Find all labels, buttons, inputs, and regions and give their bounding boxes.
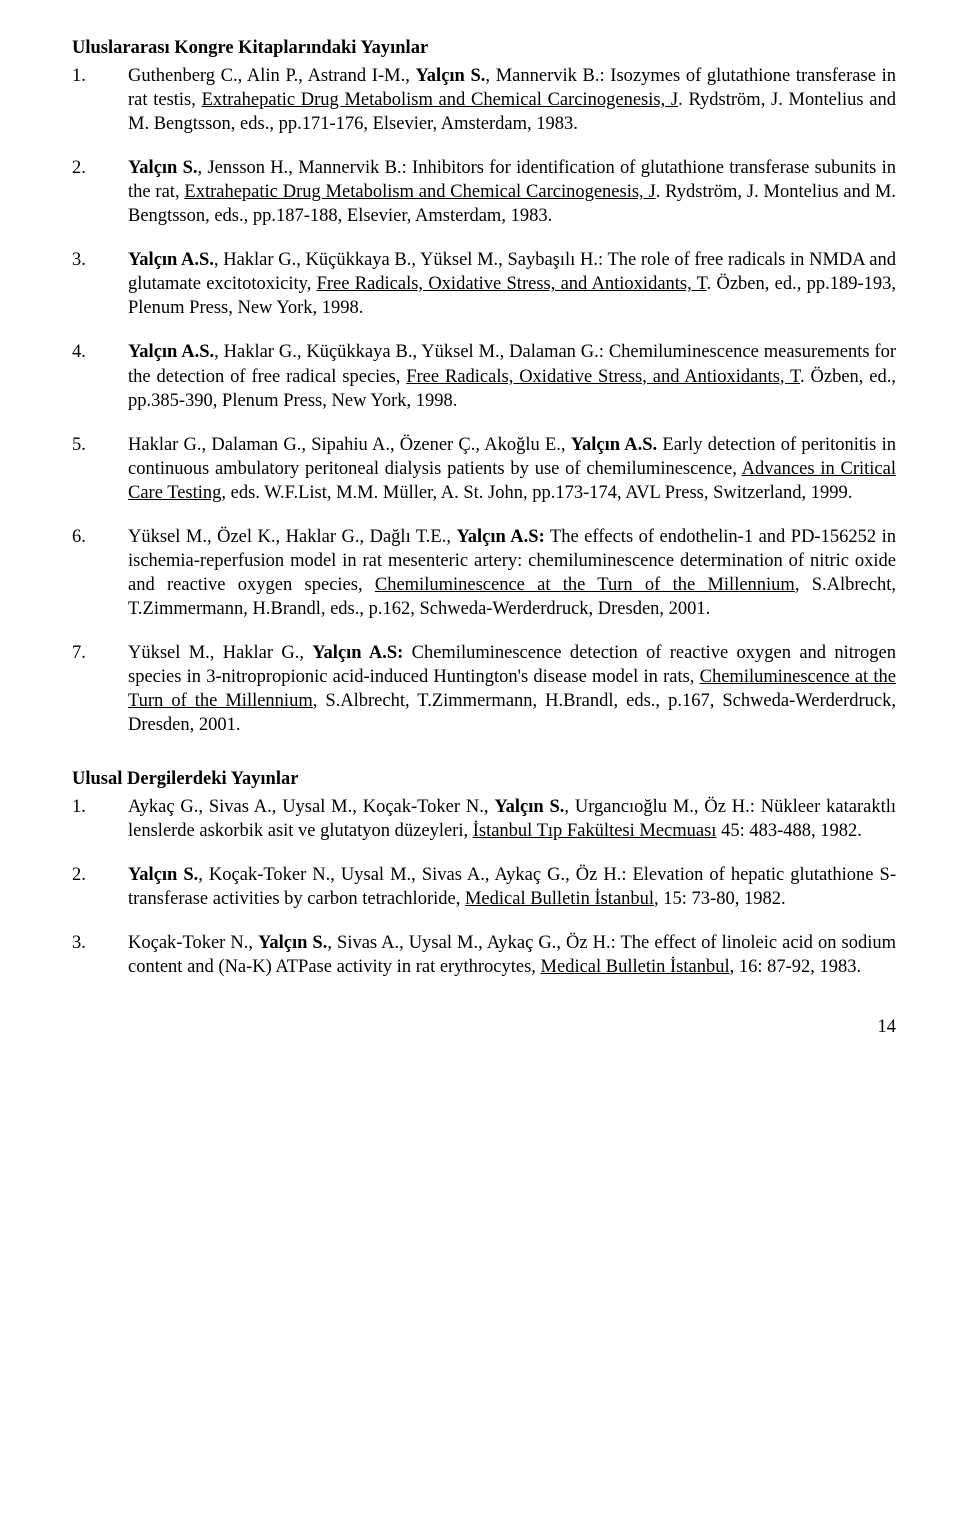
entry-body: Haklar G., Dalaman G., Sipahiu A., Özene…: [128, 433, 896, 505]
entry-body: Yüksel M., Haklar G., Yalçın A.S: Chemil…: [128, 641, 896, 737]
entry-body: Yalçın A.S., Haklar G., Küçükkaya B., Yü…: [128, 248, 896, 320]
entry-text: , eds. W.F.List, M.M. Müller, A. St. Joh…: [221, 483, 852, 503]
source-underline: Extrahepatic Drug Metabolism and Chemica…: [202, 90, 679, 110]
publication-entry: 1. Aykaç G., Sivas A., Uysal M., Koçak-T…: [72, 795, 896, 843]
author-bold: Yalçın S.: [128, 158, 198, 178]
entry-number: 6.: [72, 525, 128, 621]
entry-text: Yüksel M., Özel K., Haklar G., Dağlı T.E…: [128, 527, 456, 547]
source-underline: Free Radicals, Oxidative Stress, and Ant…: [317, 274, 707, 294]
entry-text: Yüksel M., Haklar G.,: [128, 643, 312, 663]
publication-entry: 2. Yalçın S., Jensson H., Mannervik B.: …: [72, 156, 896, 228]
publication-entry: 1. Guthenberg C., Alin P., Astrand I-M.,…: [72, 64, 896, 136]
entry-text: 45: 483-488, 1982.: [716, 821, 861, 841]
entry-text: Koçak-Toker N.,: [128, 933, 258, 953]
entry-body: Koçak-Toker N., Yalçın S., Sivas A., Uys…: [128, 931, 896, 979]
entry-number: 2.: [72, 863, 128, 911]
entry-number: 3.: [72, 931, 128, 979]
entry-text: Haklar G., Dalaman G., Sipahiu A., Özene…: [128, 435, 571, 455]
entry-text: , 16: 87-92, 1983.: [730, 957, 862, 977]
publication-entry: 3. Koçak-Toker N., Yalçın S., Sivas A., …: [72, 931, 896, 979]
author-bold: Yalçın A.S.: [571, 435, 657, 455]
section-heading-intl: Uluslararası Kongre Kitaplarındaki Yayın…: [72, 36, 896, 60]
source-underline: Extrahepatic Drug Metabolism and Chemica…: [184, 182, 655, 202]
entry-number: 1.: [72, 795, 128, 843]
author-bold: Yalçın A.S:: [456, 527, 544, 547]
entry-body: Guthenberg C., Alin P., Astrand I-M., Ya…: [128, 64, 896, 136]
entry-text: Guthenberg C., Alin P., Astrand I-M.,: [128, 66, 416, 86]
entry-number: 5.: [72, 433, 128, 505]
entry-number: 3.: [72, 248, 128, 320]
publication-entry: 7. Yüksel M., Haklar G., Yalçın A.S: Che…: [72, 641, 896, 737]
publication-entry: 4. Yalçın A.S., Haklar G., Küçükkaya B.,…: [72, 340, 896, 412]
source-underline: İstanbul Tıp Fakültesi Mecmuası: [473, 821, 717, 841]
entry-number: 2.: [72, 156, 128, 228]
author-bold: Yalçın A.S.: [128, 342, 214, 362]
source-underline: Free Radicals, Oxidative Stress, and Ant…: [406, 367, 800, 387]
source-underline: Medical Bulletin İstanbul: [541, 957, 730, 977]
entry-body: Aykaç G., Sivas A., Uysal M., Koçak-Toke…: [128, 795, 896, 843]
publication-entry: 3. Yalçın A.S., Haklar G., Küçükkaya B.,…: [72, 248, 896, 320]
author-bold: Yalçın S.: [416, 66, 486, 86]
author-bold: Yalçın A.S.: [128, 250, 214, 270]
entry-body: Yalçın A.S., Haklar G., Küçükkaya B., Yü…: [128, 340, 896, 412]
author-bold: Yalçın S.: [128, 865, 198, 885]
source-underline: Chemiluminescence at the Turn of the Mil…: [375, 575, 795, 595]
section-heading-national: Ulusal Dergilerdeki Yayınlar: [72, 767, 896, 791]
author-bold: Yalçın S.: [494, 797, 564, 817]
entry-body: Yalçın S., Jensson H., Mannervik B.: Inh…: [128, 156, 896, 228]
source-underline: Medical Bulletin İstanbul: [465, 889, 654, 909]
author-bold: Yalçın A.S:: [312, 643, 403, 663]
entry-number: 4.: [72, 340, 128, 412]
page-number: 14: [72, 1015, 896, 1039]
entry-text: Aykaç G., Sivas A., Uysal M., Koçak-Toke…: [128, 797, 494, 817]
entry-body: Yüksel M., Özel K., Haklar G., Dağlı T.E…: [128, 525, 896, 621]
publication-entry: 5. Haklar G., Dalaman G., Sipahiu A., Öz…: [72, 433, 896, 505]
publication-entry: 2. Yalçın S., Koçak-Toker N., Uysal M., …: [72, 863, 896, 911]
entry-text: , 15: 73-80, 1982.: [654, 889, 786, 909]
entry-number: 1.: [72, 64, 128, 136]
publication-entry: 6. Yüksel M., Özel K., Haklar G., Dağlı …: [72, 525, 896, 621]
entry-body: Yalçın S., Koçak-Toker N., Uysal M., Siv…: [128, 863, 896, 911]
entry-number: 7.: [72, 641, 128, 737]
author-bold: Yalçın S.: [258, 933, 327, 953]
